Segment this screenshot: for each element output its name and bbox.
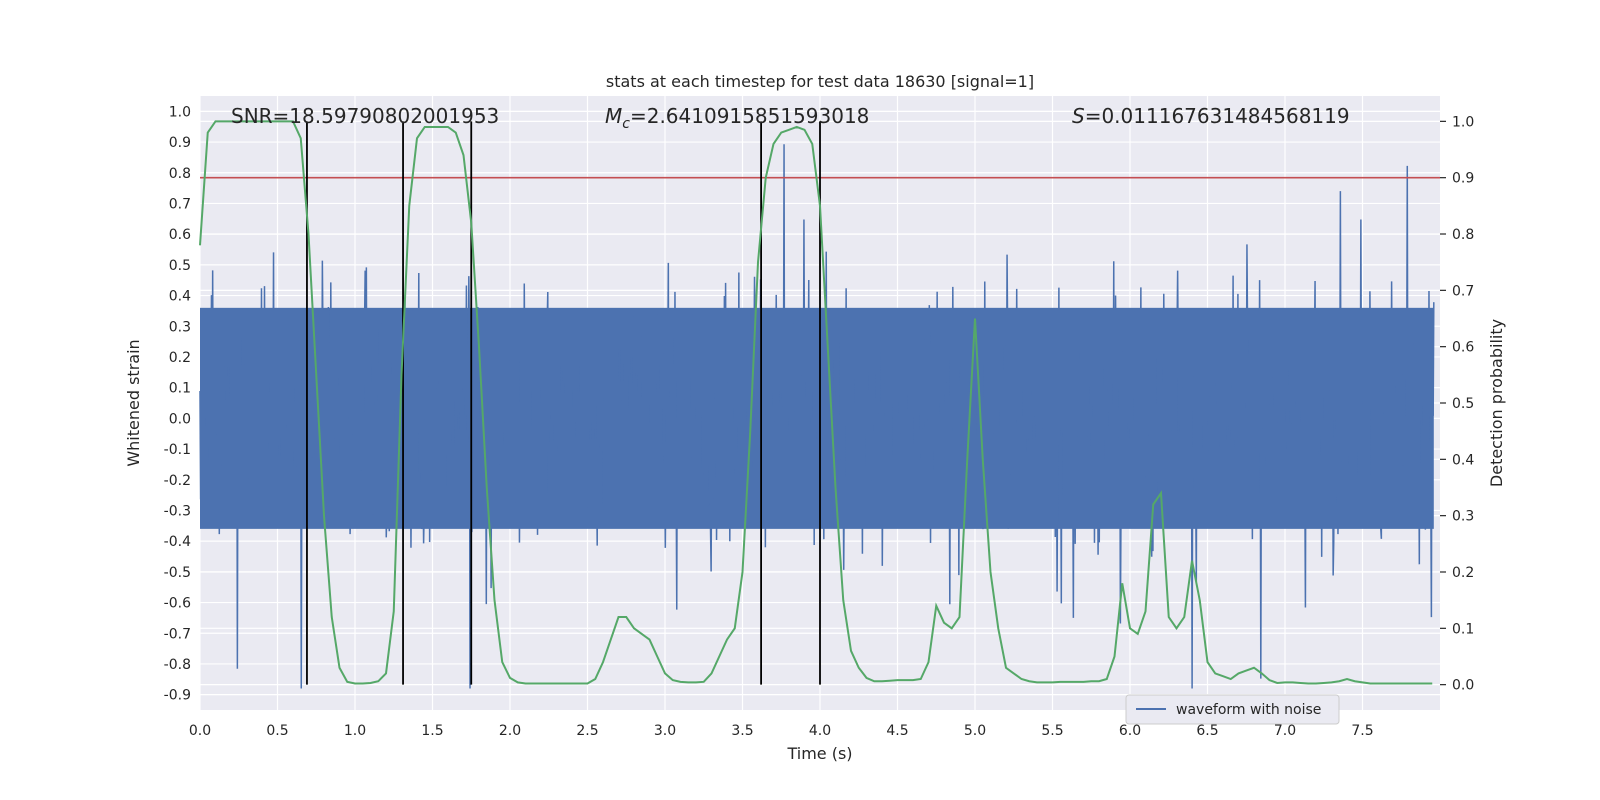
snr-annotation: SNR=18.59790802001953 [231, 104, 499, 128]
x-tick-label: 6.5 [1196, 723, 1218, 739]
y-tick-label: -0.9 [164, 688, 191, 704]
y2-tick-label: 0.5 [1452, 396, 1474, 412]
y-tick-label: 0.6 [169, 227, 191, 243]
y-tick-label: 0.2 [169, 350, 191, 366]
chirp-mass-value: =2.6410915851593018 [630, 104, 869, 128]
y2-tick-label: 0.6 [1452, 340, 1474, 356]
y-tick-label: 0.0 [169, 411, 191, 427]
y-tick-label: 0.3 [169, 319, 191, 335]
y2-axis-ticks: 1.0 0.9 0.8 0.7 0.6 0.5 0.4 0.3 0.2 0.1 0.0 [1440, 114, 1474, 694]
y-tick-label: -0.3 [164, 503, 191, 519]
x-tick-label: 6.0 [1119, 723, 1141, 739]
y-tick-label: 0.9 [169, 135, 191, 151]
chirp-mass-annotation: Mc=2.6410915851593018 [605, 104, 869, 132]
y-tick-label: 0.1 [169, 381, 191, 397]
waveform-series [199, 144, 1435, 689]
s-symbol: S [1072, 104, 1085, 128]
s-value: =0.011167631484568119 [1085, 104, 1350, 128]
y-tick-label: -0.7 [164, 626, 191, 642]
y-tick-label: 0.8 [169, 166, 191, 182]
chart-title: stats at each timestep for test data 186… [606, 72, 1034, 91]
x-tick-label: 7.0 [1274, 723, 1296, 739]
detection-probability-line [199, 120, 1433, 685]
y2-tick-label: 0.8 [1452, 227, 1474, 243]
y2-tick-label: 0.7 [1452, 283, 1474, 299]
y-tick-label: -0.2 [164, 473, 191, 489]
x-tick-label: 3.5 [731, 723, 753, 739]
chirp-mass-symbol: M [605, 104, 622, 128]
y2-tick-label: 0.1 [1452, 621, 1474, 637]
x-tick-label: 0.0 [189, 723, 211, 739]
y-tick-label: 0.7 [169, 196, 191, 212]
x-tick-label: 2.0 [499, 723, 521, 739]
y-tick-label: -0.8 [164, 657, 191, 673]
y2-tick-label: 0.9 [1452, 171, 1474, 187]
x-tick-label: 4.5 [886, 723, 908, 739]
chirp-mass-subscript: c [622, 116, 630, 132]
legend-box [1125, 694, 1340, 725]
y-axis-label: Whitened strain [124, 339, 143, 466]
x-tick-label: 3.0 [654, 723, 676, 739]
s-annotation: S=0.011167631484568119 [1072, 104, 1350, 128]
y2-axis-label: Detection probability [1487, 319, 1506, 487]
y-tick-label: -0.4 [164, 534, 191, 550]
y-tick-label: 0.4 [169, 289, 191, 305]
y2-tick-label: 0.0 [1452, 678, 1474, 694]
x-tick-label: 0.5 [266, 723, 288, 739]
x-tick-label: 4.0 [809, 723, 831, 739]
legend[interactable]: waveform with noise [1125, 694, 1340, 725]
x-axis-label: Time (s) [786, 744, 852, 763]
x-axis-ticks: 0.0 0.5 1.0 1.5 2.0 2.5 3.0 3.5 4.0 4.5 5.0 5.5 6.0 6… [189, 723, 1374, 739]
y-tick-label: -0.5 [164, 565, 191, 581]
x-tick-label: 1.5 [421, 723, 443, 739]
y-tick-label: -0.6 [164, 596, 191, 612]
y-tick-label: -0.1 [164, 442, 191, 458]
y2-tick-label: 0.4 [1452, 452, 1474, 468]
probability-series [199, 120, 1433, 685]
x-tick-label: 5.0 [964, 723, 986, 739]
y-axis-ticks: 1.0 0.9 0.8 0.7 0.6 0.5 0.4 0.3 0.2 0.1 0.0 -0.1 -0.… [164, 104, 191, 703]
y2-tick-label: 0.2 [1452, 565, 1474, 581]
x-tick-label: 7.5 [1351, 723, 1373, 739]
x-tick-label: 5.5 [1041, 723, 1063, 739]
x-tick-label: 2.5 [576, 723, 598, 739]
y2-tick-label: 1.0 [1452, 114, 1474, 130]
legend-label: waveform with noise [1176, 702, 1321, 718]
y2-tick-label: 0.3 [1452, 509, 1474, 525]
x-tick-label: 1.0 [344, 723, 366, 739]
waveform-line [199, 144, 1435, 689]
y-tick-label: 0.5 [169, 258, 191, 274]
y-tick-label: 1.0 [169, 104, 191, 120]
